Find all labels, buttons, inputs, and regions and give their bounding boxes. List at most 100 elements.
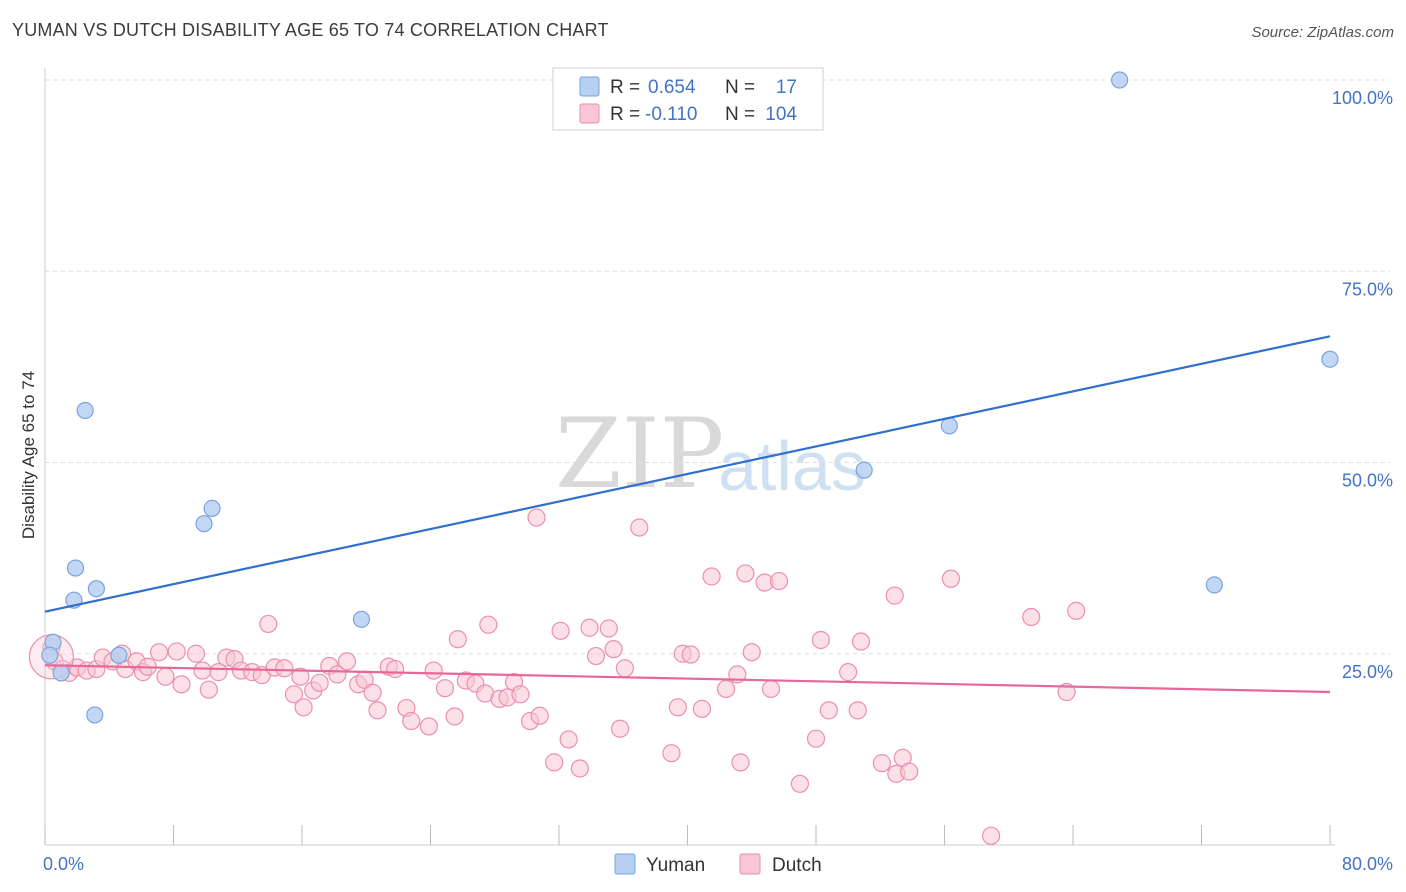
dutch-point-54 xyxy=(479,615,498,634)
dutch-point-32 xyxy=(294,698,313,717)
y-tick-label-0: 100.0% xyxy=(1332,88,1393,108)
legend-dutch-n-value: 104 xyxy=(765,104,797,125)
dutch-point-46 xyxy=(419,717,438,736)
yuman-point-4 xyxy=(66,559,85,577)
watermark-atlas: atlas xyxy=(718,427,866,505)
x-tick-label-0: 0.0% xyxy=(43,854,84,874)
dutch-point-14 xyxy=(149,643,169,662)
yuman-point-1 xyxy=(41,646,59,664)
dutch-point-77 xyxy=(692,699,712,718)
dutch-point-60 xyxy=(527,508,546,527)
dutch-point-48 xyxy=(435,679,455,698)
dutch-point-72 xyxy=(630,518,649,537)
yuman-point-8 xyxy=(110,646,128,664)
legend-bottom-yuman-swatch xyxy=(614,853,636,875)
y-axis-label: Disability Age 65 to 74 xyxy=(19,371,38,539)
yuman-point-5 xyxy=(76,401,94,420)
dutch-point-40 xyxy=(363,683,382,702)
legend-bottom: Yuman Dutch xyxy=(614,853,822,876)
dutch-point-65 xyxy=(570,759,589,778)
dutch-point-58 xyxy=(511,685,530,704)
dutch-point-61 xyxy=(530,706,549,725)
dutch-point-49 xyxy=(445,707,464,726)
dutch-point-73 xyxy=(662,744,681,763)
legend-bottom-dutch-label: Dutch xyxy=(772,855,822,876)
dutch-point-45 xyxy=(402,711,421,731)
dutch-point-29 xyxy=(275,659,294,678)
dutch-point-62 xyxy=(545,753,564,772)
yuman-point-6 xyxy=(87,580,106,598)
chart-title: YUMAN VS DUTCH DISABILITY AGE 65 TO 74 C… xyxy=(12,20,609,40)
dutch-point-50 xyxy=(448,630,467,649)
dutch-point-79 xyxy=(716,679,736,699)
legend-bottom-yuman-label: Yuman xyxy=(646,855,705,876)
dutch-point-41 xyxy=(368,701,387,720)
dutch-point-84 xyxy=(761,679,781,699)
yuman-point-16 xyxy=(1321,350,1339,368)
dutch-point-67 xyxy=(586,646,606,666)
x-tick-label-1: 80.0% xyxy=(1342,854,1393,874)
legend-bottom-dutch-swatch xyxy=(739,853,761,875)
axes xyxy=(44,68,1335,846)
dutch-point-94 xyxy=(885,586,904,605)
yuman-point-12 xyxy=(855,461,873,479)
dutch-point-15 xyxy=(156,667,175,686)
tick-labels: 100.0% 75.0% 50.0% 25.0% 0.0% 80.0% xyxy=(43,88,1393,874)
legend-dutch-swatch xyxy=(579,103,600,124)
dutch-point-27 xyxy=(259,614,278,634)
dutch-point-81 xyxy=(731,753,750,772)
dutch-point-88 xyxy=(811,630,830,650)
legend-yuman-r-label: R = xyxy=(610,77,640,98)
dutch-point-74 xyxy=(668,698,687,717)
dutch-point-16 xyxy=(167,642,186,661)
yuman-point-15 xyxy=(1205,576,1223,594)
legend-dutch-r-label: R = xyxy=(610,104,640,125)
y-tick-label-2: 50.0% xyxy=(1342,471,1393,491)
dutch-point-86 xyxy=(790,774,810,793)
legend-yuman-n-label: N = xyxy=(725,77,755,98)
dutch-points xyxy=(28,508,1086,845)
dutch-point-101 xyxy=(1057,682,1076,702)
y-tick-label-1: 75.0% xyxy=(1342,279,1393,299)
trend-lines xyxy=(44,335,1331,694)
dutch-point-30 xyxy=(284,685,304,704)
yuman-point-9 xyxy=(195,515,213,533)
legend-top: R = 0.654 N = 17 R = -0.110 N = 104 xyxy=(552,67,824,131)
yuman-point-10 xyxy=(203,499,221,517)
legend-dutch-r-value: -0.110 xyxy=(645,104,697,125)
dutch-point-92 xyxy=(851,632,871,651)
dutch-point-37 xyxy=(337,652,357,671)
dutch-point-98 xyxy=(941,569,961,588)
yuman-trend-line xyxy=(44,335,1331,613)
dutch-point-31 xyxy=(291,667,310,686)
dutch-point-97 xyxy=(900,762,919,781)
dutch-point-66 xyxy=(580,618,599,637)
dutch-point-64 xyxy=(559,730,578,749)
dutch-point-103 xyxy=(742,643,761,662)
dutch-point-102 xyxy=(1067,601,1086,621)
dutch-point-78 xyxy=(702,567,721,586)
dutch-point-63 xyxy=(551,621,570,640)
dutch-point-82 xyxy=(736,564,755,583)
dutch-point-18 xyxy=(186,644,206,663)
dutch-point-87 xyxy=(806,729,826,748)
dutch-point-76 xyxy=(681,645,700,664)
dutch-point-90 xyxy=(839,663,858,682)
source-credit: Source: ZipAtlas.com xyxy=(1251,24,1394,41)
yuman-point-11 xyxy=(352,610,371,628)
dutch-point-100 xyxy=(1022,607,1041,627)
legend-yuman-n-value: 17 xyxy=(776,77,797,98)
dutch-point-93 xyxy=(872,754,891,773)
yuman-point-7 xyxy=(86,706,104,724)
dutch-point-68 xyxy=(599,619,618,638)
dutch-point-85 xyxy=(769,571,789,591)
watermark-zip: ZIP xyxy=(555,398,724,510)
dutch-point-71 xyxy=(615,659,634,678)
dutch-point-34 xyxy=(310,673,329,692)
legend-yuman-swatch xyxy=(579,76,600,97)
dutch-point-19 xyxy=(193,661,212,680)
yuman-point-14 xyxy=(1110,71,1129,89)
dutch-point-89 xyxy=(819,701,838,720)
dutch-trend-line xyxy=(44,664,1331,694)
